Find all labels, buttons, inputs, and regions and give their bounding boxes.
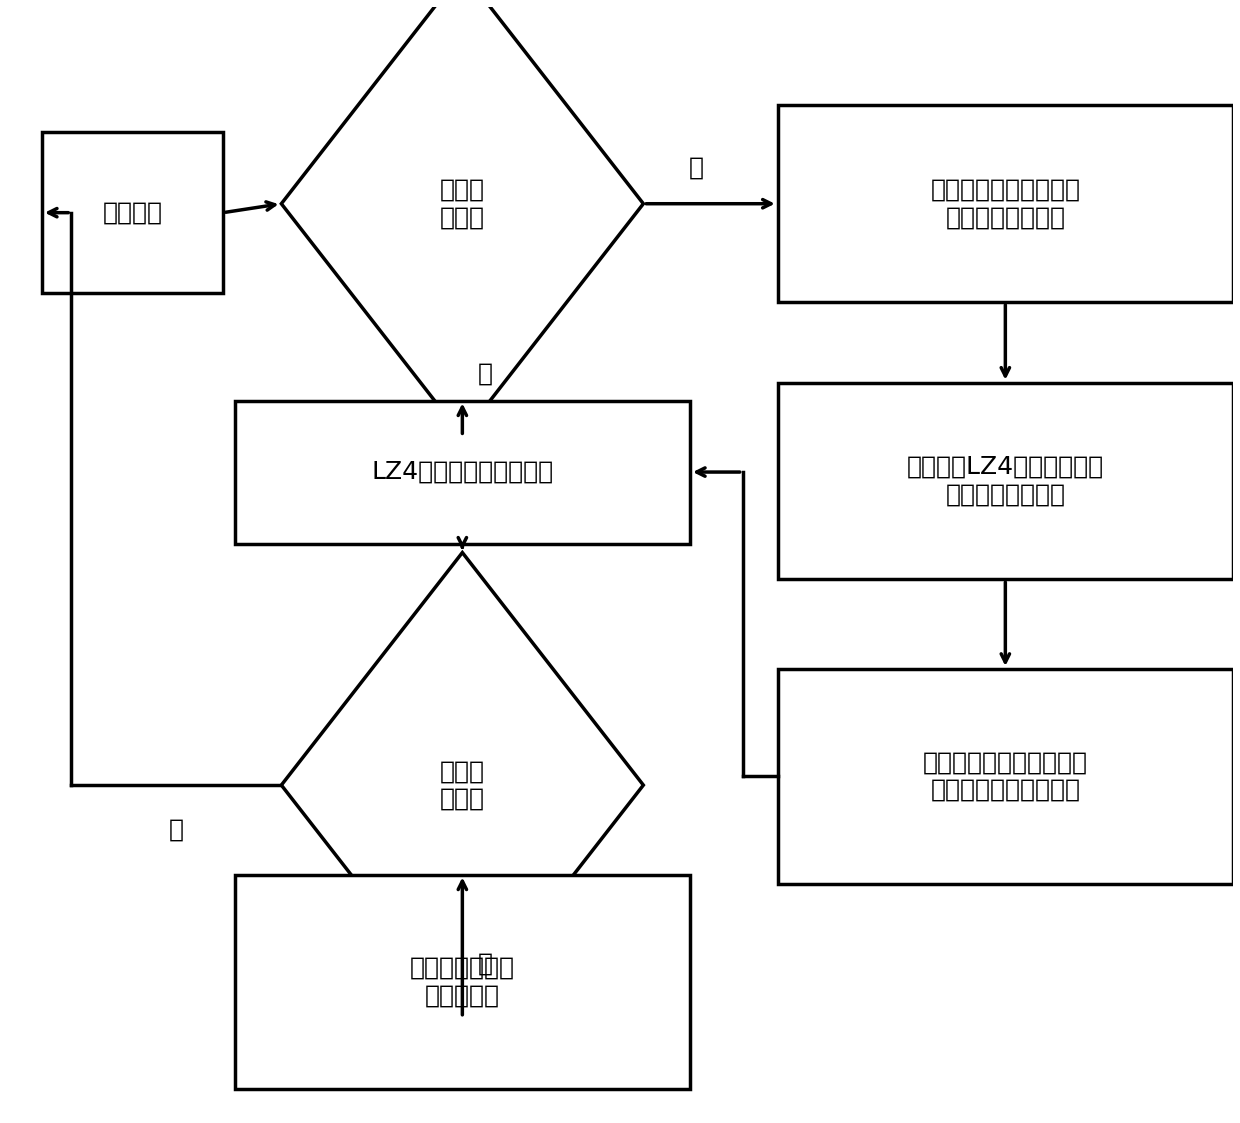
Text: LZ4压缩保存到视频文件: LZ4压缩保存到视频文件 [371,460,553,484]
Polygon shape [281,0,644,436]
Text: 是否最
后一帧: 是否最 后一帧 [440,759,485,811]
Text: 与上一帧的数据对比，
找出差异矩形区域: 与上一帧的数据对比， 找出差异矩形区域 [930,177,1080,229]
Text: 分别通过LZ4压缩各个差异
矩形区域中的数据: 分别通过LZ4压缩各个差异 矩形区域中的数据 [906,455,1104,506]
Text: 否: 否 [688,156,703,180]
Bar [777,669,1233,884]
Text: 是: 是 [479,952,494,976]
Text: 打包所有差异矩形区域中
的数据以及其坐标信息: 打包所有差异矩形区域中 的数据以及其坐标信息 [923,750,1087,802]
Bar [234,401,691,544]
Text: 否: 否 [169,818,184,842]
Text: 结束压缩，并保
存视频文件: 结束压缩，并保 存视频文件 [410,956,515,1007]
Bar [234,875,691,1089]
Text: 解析数据: 解析数据 [103,201,162,225]
Bar [42,133,223,293]
Bar [777,383,1233,579]
Text: 是: 是 [479,362,494,385]
Bar [777,106,1233,302]
Polygon shape [281,553,644,1017]
Text: 是否为
第一帧: 是否为 第一帧 [440,177,485,229]
